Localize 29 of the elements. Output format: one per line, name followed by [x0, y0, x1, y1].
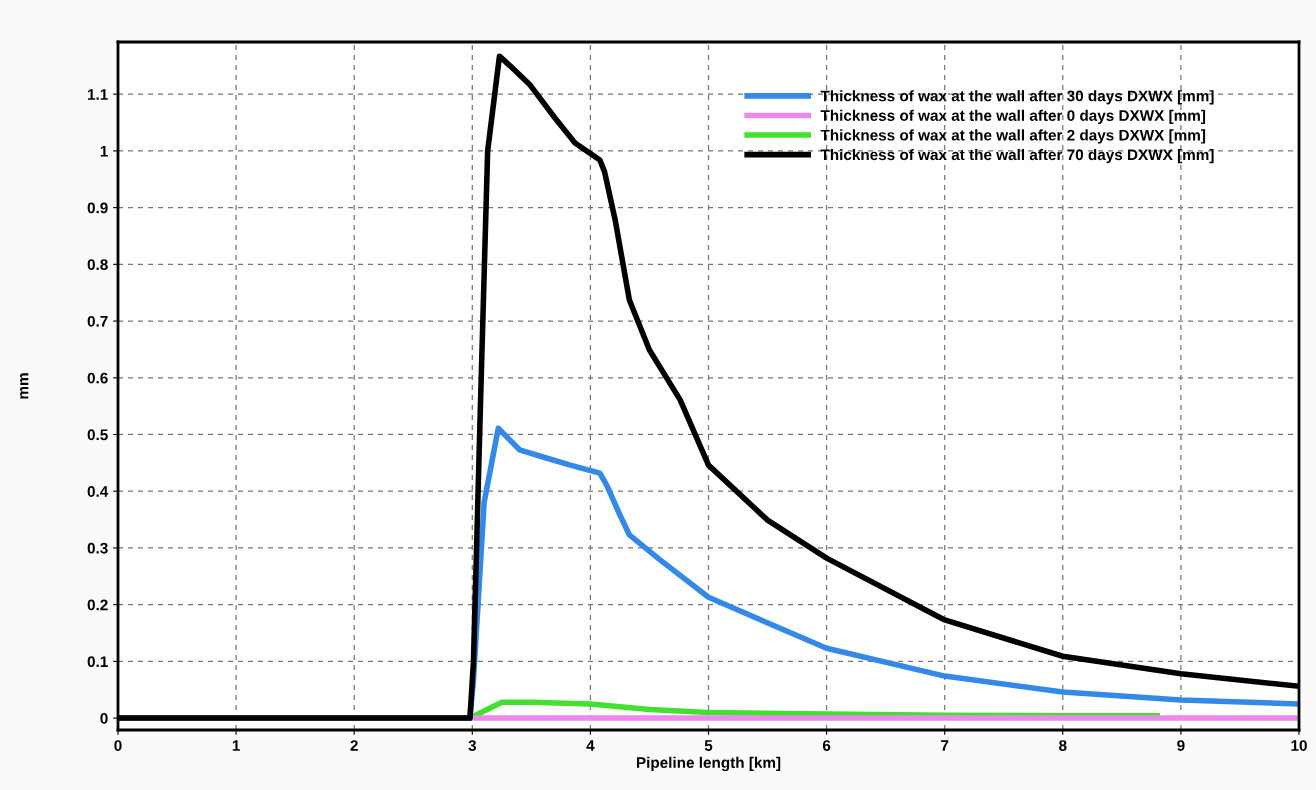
- legend-label: Thickness of wax at the wall after 70 days DXWX [mm]: [820, 148, 1214, 164]
- y-tick-label: 0.3: [87, 542, 108, 554]
- y-tick-label: 0.1: [87, 656, 108, 668]
- y-tick-label: 1: [100, 145, 108, 157]
- x-tick-label: 1: [232, 740, 240, 751]
- y-axis-title: mm: [20, 373, 29, 399]
- x-tick-label: 2: [350, 740, 358, 751]
- x-tick-label: 10: [1291, 740, 1307, 751]
- x-tick-label: 5: [704, 740, 713, 751]
- y-tick-label: 0.8: [87, 259, 108, 271]
- y-tick-label: 0.7: [87, 315, 108, 327]
- x-tick-label: 9: [1177, 740, 1185, 751]
- x-axis-title: Pipeline length [km]: [636, 756, 781, 772]
- x-tick-label: 6: [822, 740, 831, 751]
- y-tick-label: 0.9: [87, 202, 108, 214]
- y-tick-label: 1.1: [88, 89, 108, 100]
- x-tick-label: 7: [941, 740, 949, 751]
- x-tick-label: 0: [114, 740, 122, 751]
- x-tick-label: 4: [586, 740, 595, 751]
- y-tick-label: 0.5: [87, 429, 108, 441]
- y-tick-label: 0.6: [87, 372, 108, 384]
- y-tick-label: 0.4: [87, 486, 109, 497]
- x-tick-label: 8: [1059, 740, 1067, 751]
- y-tick-label: 0.2: [87, 599, 108, 611]
- y-tick-label: 0: [100, 712, 108, 724]
- x-tick-label: 3: [468, 740, 476, 751]
- legend-label: Thickness of wax at the wall after 0 days DXWX [mm]: [820, 109, 1206, 124]
- legend-label: Thickness of wax at the wall after 2 days DXWX [mm]: [820, 129, 1206, 144]
- legend-label: Thickness of wax at the wall after 30 days DXWX [mm]: [820, 90, 1214, 105]
